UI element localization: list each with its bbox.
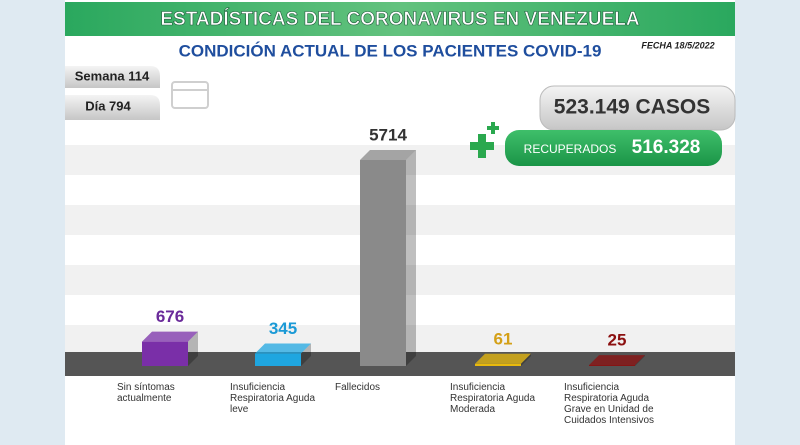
- title: ESTADÍSTICAS DEL CORONAVIRUS EN VENEZUEL…: [160, 8, 640, 30]
- bar: [360, 160, 406, 366]
- bar: [255, 353, 301, 366]
- bar-top: [142, 331, 198, 342]
- value-label: 5714: [369, 125, 407, 144]
- bar-side: [406, 150, 416, 366]
- recovered-box: [505, 130, 722, 166]
- bar: [475, 363, 521, 366]
- recovered-value: 516.328: [632, 137, 701, 158]
- cases: 523.149 CASOS: [554, 96, 710, 119]
- day: Día 794: [85, 98, 131, 113]
- bar-side: [301, 343, 311, 366]
- date: FECHA 18/5/2022: [641, 40, 714, 50]
- calendar-icon: [171, 81, 209, 109]
- category-label: Insuficiencia Respiratoria Aguda Moderad…: [450, 382, 536, 415]
- value-label: 345: [269, 319, 297, 338]
- bar-top: [360, 150, 416, 160]
- recovered-label: RECUPERADOS: [524, 142, 617, 156]
- bar-side: [635, 355, 645, 366]
- value-label: 25: [608, 331, 627, 350]
- bar-top: [589, 355, 645, 366]
- category-label: Sin síntomas actualmente: [117, 382, 175, 404]
- bar-top: [255, 343, 311, 354]
- week: Semana 114: [75, 68, 150, 83]
- category-label: Insuficiencia Respiratoria Aguda leve: [230, 382, 316, 415]
- bar: [142, 341, 188, 366]
- value-label: 61: [494, 329, 513, 348]
- category-label: Insuficiencia Respiratoria Aguda Grave e…: [564, 382, 655, 426]
- bar-side: [188, 331, 198, 366]
- day-box: [65, 95, 160, 120]
- bar-side: [521, 353, 531, 366]
- bar: [589, 365, 635, 366]
- value-label: 676: [156, 307, 184, 326]
- plus-icon: [470, 122, 499, 158]
- header-band: [65, 2, 735, 36]
- subtitle: CONDICIÓN ACTUAL DE LOS PACIENTES COVID-…: [179, 41, 602, 60]
- week-box: [65, 66, 160, 88]
- category-label: Fallecidos: [335, 382, 381, 393]
- bar-top: [475, 353, 531, 364]
